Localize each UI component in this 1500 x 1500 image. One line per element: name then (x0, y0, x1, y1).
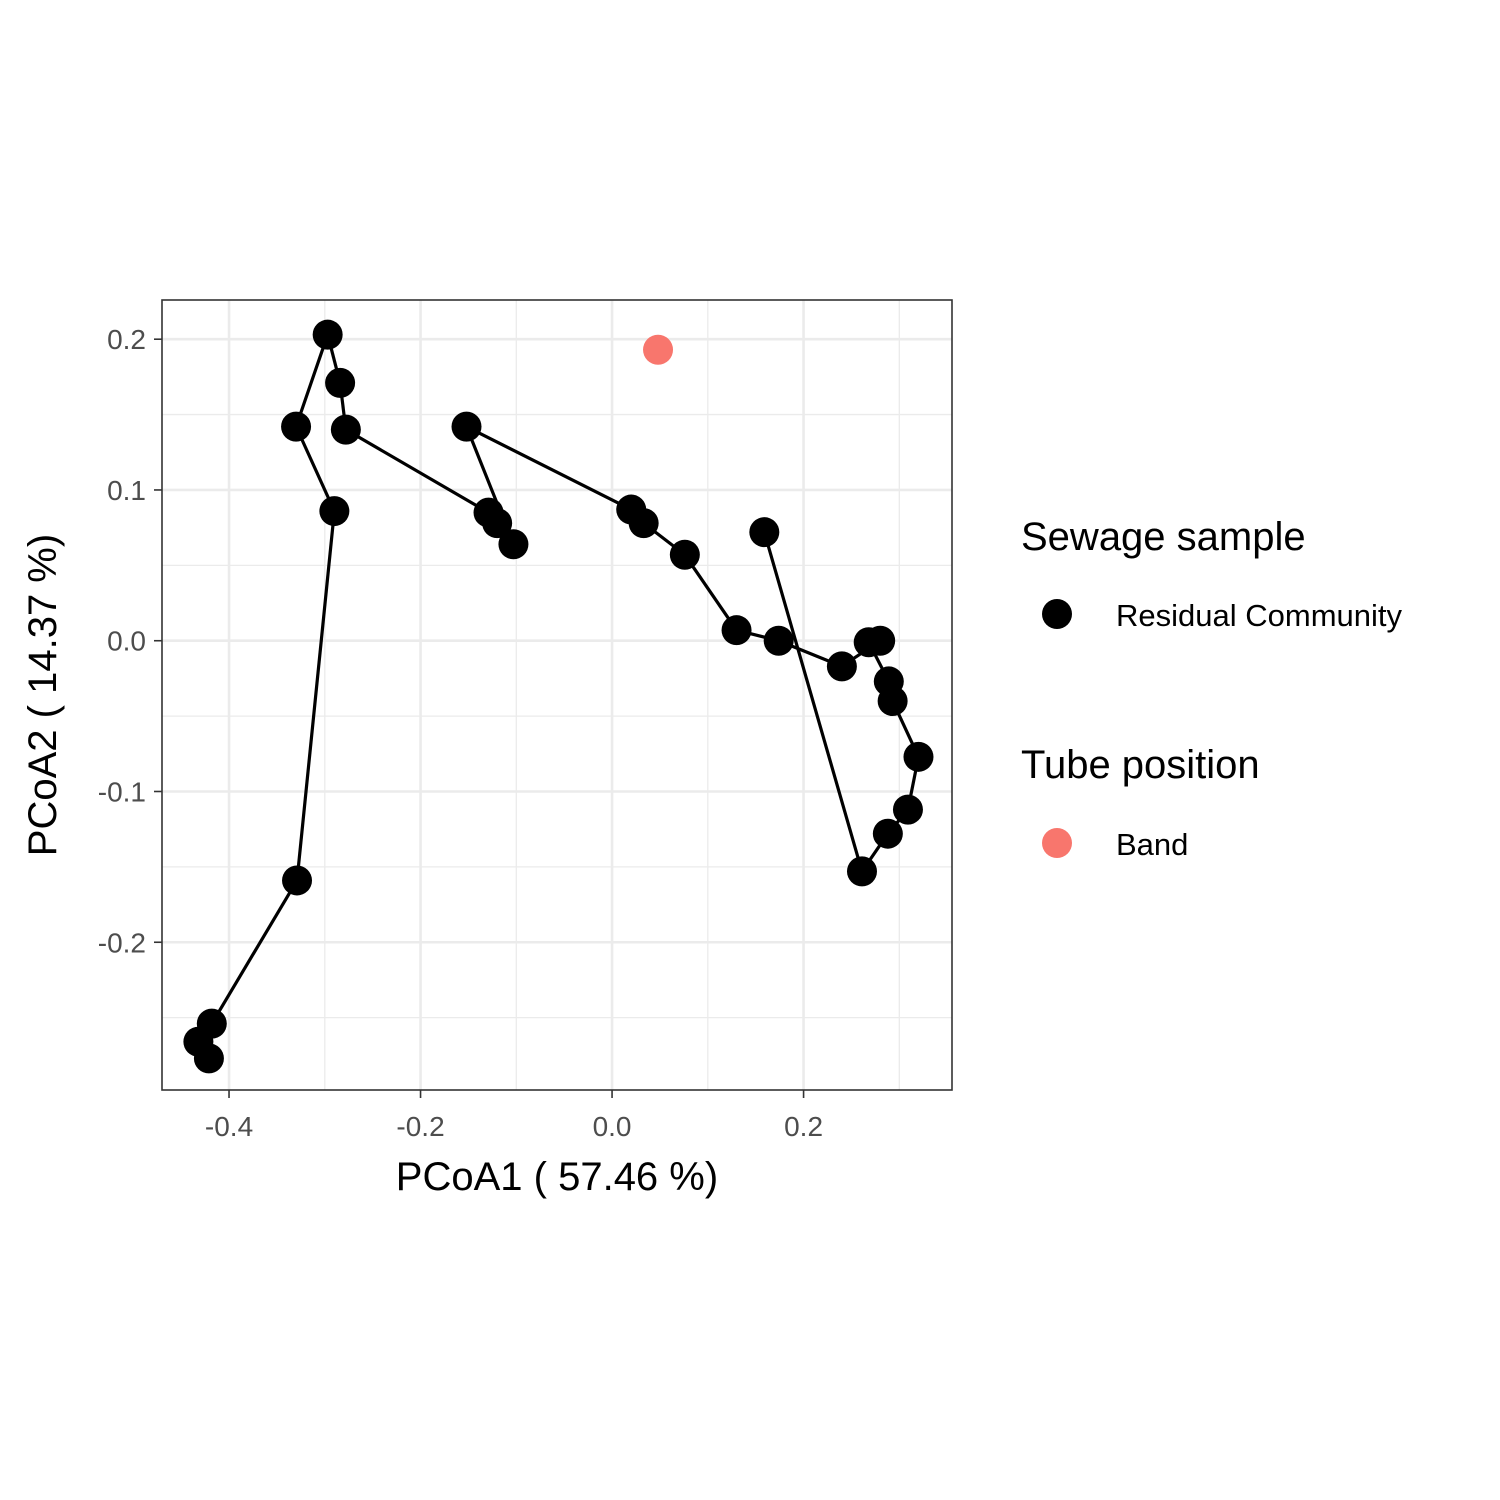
point-residual-community (628, 508, 659, 539)
point-residual-community (312, 319, 343, 350)
point-residual-community (196, 1008, 227, 1039)
point-residual-community (669, 539, 700, 570)
point-residual-community (451, 411, 482, 442)
point-residual-community (482, 508, 513, 539)
point-residual-community (749, 517, 780, 548)
point-residual-community (872, 818, 903, 849)
major-gridlines (162, 300, 952, 1090)
point-residual-community (903, 741, 934, 772)
trajectory-arrow (294, 333, 330, 428)
legend: Sewage sample Residual Community Tube po… (1021, 515, 1402, 862)
point-residual-community (826, 651, 857, 682)
y-tick-label: 0.2 (107, 324, 146, 355)
point-residual-community (763, 625, 794, 656)
legend-title-tube-position: Tube position (1021, 743, 1260, 787)
y-tick-label: 0.0 (107, 626, 146, 657)
point-residual-community (846, 856, 877, 887)
axis-ticks: -0.4 -0.2 0.0 0.2 -0.2 -0.1 0.0 0.1 0.2 (98, 324, 823, 1142)
trajectory-arrow (762, 531, 864, 872)
trajectory-arrow (210, 879, 299, 1025)
y-axis-title: PCoA2 ( 14.37 %) (21, 534, 65, 856)
panel-border (161, 299, 953, 1091)
legend-title-sewage-sample: Sewage sample (1021, 515, 1306, 559)
point-residual-community (877, 686, 908, 717)
data-points (183, 319, 934, 1074)
legend-key-band (1042, 828, 1072, 858)
point-residual-community (498, 529, 529, 560)
x-tick-label: 0.0 (593, 1111, 632, 1142)
trajectory-arrow (465, 425, 633, 511)
legend-label-residual-community: Residual Community (1116, 598, 1402, 633)
trajectory-arrow (294, 425, 336, 512)
y-tick-label: 0.1 (107, 475, 146, 506)
x-axis-title: PCoA1 ( 57.46 %) (396, 1155, 718, 1199)
point-residual-community (721, 615, 752, 646)
x-tick-label: -0.4 (205, 1111, 253, 1142)
y-tick-label: -0.1 (98, 776, 146, 807)
legend-key-residual-community (1042, 599, 1072, 629)
trajectory-arrow (345, 428, 490, 514)
point-residual-community (892, 794, 923, 825)
point-residual-community (319, 496, 350, 527)
point-residual-community (281, 411, 312, 442)
point-residual-community (853, 627, 884, 658)
y-tick-label: -0.2 (98, 927, 146, 958)
x-tick-label: 0.2 (784, 1111, 823, 1142)
trajectory-arrow (683, 553, 738, 632)
point-residual-community (282, 865, 313, 896)
x-tick-label: -0.2 (396, 1111, 444, 1142)
trajectory-arrow (295, 510, 339, 881)
point-band (643, 334, 674, 365)
point-residual-community (330, 414, 361, 445)
point-residual-community (325, 367, 356, 398)
panel-background (162, 300, 952, 1090)
legend-label-band: Band (1116, 827, 1188, 862)
